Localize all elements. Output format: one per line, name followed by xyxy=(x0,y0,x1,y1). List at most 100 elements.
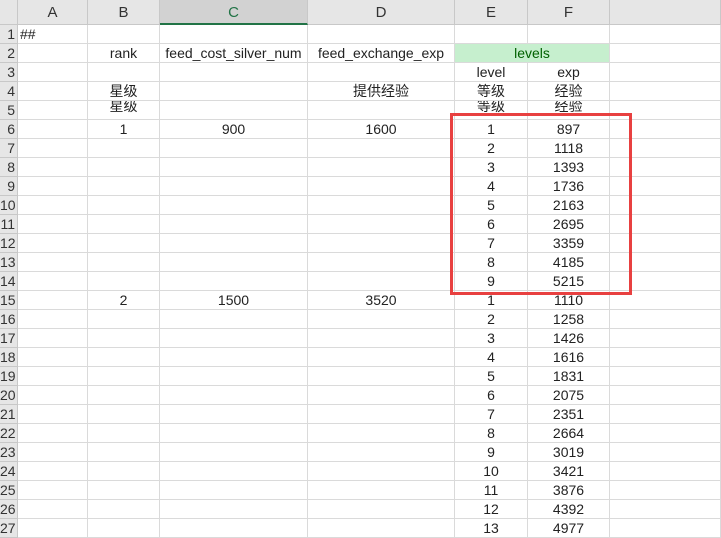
cell-D24[interactable] xyxy=(308,462,455,481)
row-header[interactable]: 16 xyxy=(0,310,18,329)
cell-B7[interactable] xyxy=(88,139,160,158)
cell-A18[interactable] xyxy=(18,348,88,367)
row-header[interactable]: 6 xyxy=(0,120,18,139)
cell-D15[interactable]: 3520 xyxy=(308,291,455,310)
cell-E19[interactable]: 5 xyxy=(455,367,528,386)
select-all-corner[interactable] xyxy=(0,0,18,25)
cell-B26[interactable] xyxy=(88,500,160,519)
cell-E16[interactable]: 2 xyxy=(455,310,528,329)
cell-D5[interactable] xyxy=(308,101,455,120)
cell-D2[interactable]: feed_exchange_exp xyxy=(308,44,455,63)
cell-G23[interactable] xyxy=(610,443,721,462)
row-header[interactable]: 24 xyxy=(0,462,18,481)
cell-G1[interactable] xyxy=(610,25,721,44)
cell-A23[interactable] xyxy=(18,443,88,462)
cell-C12[interactable] xyxy=(160,234,308,253)
row-header[interactable]: 4 xyxy=(0,82,18,101)
cell-E23[interactable]: 9 xyxy=(455,443,528,462)
cell-E18[interactable]: 4 xyxy=(455,348,528,367)
cell-C9[interactable] xyxy=(160,177,308,196)
cell-F12[interactable]: 3359 xyxy=(528,234,610,253)
cell-B23[interactable] xyxy=(88,443,160,462)
cell-A13[interactable] xyxy=(18,253,88,272)
cell-G2[interactable] xyxy=(610,44,721,63)
cell-D9[interactable] xyxy=(308,177,455,196)
cell-D20[interactable] xyxy=(308,386,455,405)
cell-F17[interactable]: 1426 xyxy=(528,329,610,348)
cell-C6[interactable]: 900 xyxy=(160,120,308,139)
cell-A4[interactable] xyxy=(18,82,88,101)
cell-F8[interactable]: 1393 xyxy=(528,158,610,177)
cell-G21[interactable] xyxy=(610,405,721,424)
cell-B21[interactable] xyxy=(88,405,160,424)
cell-C27[interactable] xyxy=(160,519,308,538)
cell-B9[interactable] xyxy=(88,177,160,196)
cell-E2[interactable]: levels xyxy=(455,44,610,63)
cell-B12[interactable] xyxy=(88,234,160,253)
cell-B17[interactable] xyxy=(88,329,160,348)
cell-B15[interactable]: 2 xyxy=(88,291,160,310)
cell-D4[interactable]: 提供经验 xyxy=(308,82,455,101)
cell-B16[interactable] xyxy=(88,310,160,329)
row-header[interactable]: 14 xyxy=(0,272,18,291)
cell-E15[interactable]: 1 xyxy=(455,291,528,310)
cell-F11[interactable]: 2695 xyxy=(528,215,610,234)
cell-D8[interactable] xyxy=(308,158,455,177)
cell-D16[interactable] xyxy=(308,310,455,329)
cell-G18[interactable] xyxy=(610,348,721,367)
cell-E8[interactable]: 3 xyxy=(455,158,528,177)
cell-B27[interactable] xyxy=(88,519,160,538)
row-header[interactable]: 8 xyxy=(0,158,18,177)
cell-A15[interactable] xyxy=(18,291,88,310)
cell-D10[interactable] xyxy=(308,196,455,215)
cell-E25[interactable]: 11 xyxy=(455,481,528,500)
cell-C14[interactable] xyxy=(160,272,308,291)
cell-E3[interactable]: level xyxy=(455,63,528,82)
cell-B14[interactable] xyxy=(88,272,160,291)
row-header[interactable]: 18 xyxy=(0,348,18,367)
cell-C16[interactable] xyxy=(160,310,308,329)
row-header[interactable]: 10 xyxy=(0,196,18,215)
cell-C17[interactable] xyxy=(160,329,308,348)
cell-C21[interactable] xyxy=(160,405,308,424)
column-header-D[interactable]: D xyxy=(308,0,455,25)
cell-B18[interactable] xyxy=(88,348,160,367)
cell-D12[interactable] xyxy=(308,234,455,253)
cell-F23[interactable]: 3019 xyxy=(528,443,610,462)
cell-C24[interactable] xyxy=(160,462,308,481)
cell-G3[interactable] xyxy=(610,63,721,82)
row-header[interactable]: 26 xyxy=(0,500,18,519)
row-header[interactable]: 15 xyxy=(0,291,18,310)
cell-F25[interactable]: 3876 xyxy=(528,481,610,500)
cell-C5[interactable] xyxy=(160,101,308,120)
cell-C19[interactable] xyxy=(160,367,308,386)
cell-C10[interactable] xyxy=(160,196,308,215)
cell-E24[interactable]: 10 xyxy=(455,462,528,481)
cell-A9[interactable] xyxy=(18,177,88,196)
cell-D21[interactable] xyxy=(308,405,455,424)
cell-C26[interactable] xyxy=(160,500,308,519)
cell-B20[interactable] xyxy=(88,386,160,405)
cell-F24[interactable]: 3421 xyxy=(528,462,610,481)
cell-E14[interactable]: 9 xyxy=(455,272,528,291)
cell-A16[interactable] xyxy=(18,310,88,329)
cell-A26[interactable] xyxy=(18,500,88,519)
row-header[interactable]: 23 xyxy=(0,443,18,462)
cell-E26[interactable]: 12 xyxy=(455,500,528,519)
cell-D1[interactable] xyxy=(308,25,455,44)
cell-F9[interactable]: 1736 xyxy=(528,177,610,196)
cell-B25[interactable] xyxy=(88,481,160,500)
cell-G16[interactable] xyxy=(610,310,721,329)
cell-B19[interactable] xyxy=(88,367,160,386)
row-header[interactable]: 20 xyxy=(0,386,18,405)
cell-E1[interactable] xyxy=(455,25,528,44)
cell-G26[interactable] xyxy=(610,500,721,519)
cell-F1[interactable] xyxy=(528,25,610,44)
cell-F27[interactable]: 4977 xyxy=(528,519,610,538)
cell-E4[interactable]: 等级 xyxy=(455,82,528,101)
cell-C2[interactable]: feed_cost_silver_num xyxy=(160,44,308,63)
cell-B5[interactable]: 星级 xyxy=(88,101,160,120)
cell-C8[interactable] xyxy=(160,158,308,177)
cell-A14[interactable] xyxy=(18,272,88,291)
cell-C23[interactable] xyxy=(160,443,308,462)
